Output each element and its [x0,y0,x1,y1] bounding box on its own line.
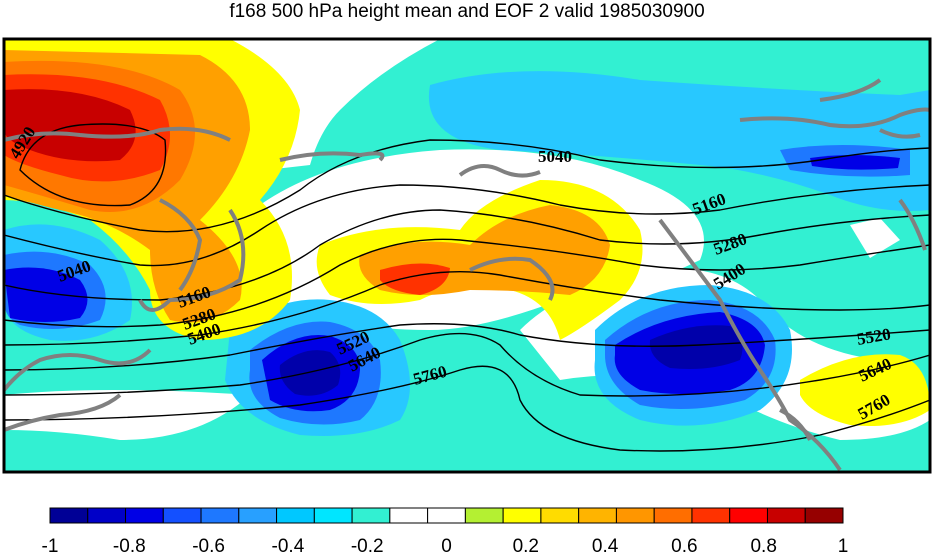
colorbar-box [464,507,504,524]
contour-label: 5040 [538,147,572,166]
colorbar-box [578,507,617,524]
colorbar-box [389,507,429,524]
colorbar-box [200,507,240,524]
colorbar-box [125,507,164,524]
colorbar-tick-label: 0.2 [512,536,540,557]
map-frame [2,37,932,474]
colorbar-tick-label: 0.4 [591,536,619,557]
colorbar-tick-label: -0.2 [350,536,384,557]
colorbar-tick-label: 0.8 [750,536,777,557]
colorbar-box [615,507,655,524]
colorbar-tick-label: -0.4 [271,536,305,557]
colorbar-tick-label: 0.6 [671,536,698,557]
colorbar-box [729,507,768,524]
colorbar-box [162,507,202,524]
colorbar-box [351,507,391,524]
coastlines [4,78,930,472]
eof-shading: 4920 5040 5040 5160 5160 5280 5280 5400 … [4,39,930,472]
colorbar-box [427,507,466,524]
colorbar-tick-label: 0 [441,536,452,557]
colorbar-box [691,507,731,524]
colorbar-tick-label: -0.6 [192,536,225,557]
colorbar-box [540,507,580,524]
colorbar-box [87,507,127,524]
map-title: f168 500 hPa height mean and EOF 2 valid… [229,1,705,22]
colorbar [49,507,844,524]
colorbar-box [49,507,89,524]
colorbar-box [653,507,693,524]
colorbar-tick-label: -0.8 [112,536,146,557]
colorbar-box [766,507,806,524]
colorbar-box [238,507,278,524]
colorbar-tick-label: 1 [837,536,849,557]
colorbar-box [276,507,315,524]
colorbar-tick-label: -1 [41,536,59,557]
colorbar-box [804,507,844,524]
colorbar-box [313,507,353,524]
colorbar-box [502,507,542,524]
